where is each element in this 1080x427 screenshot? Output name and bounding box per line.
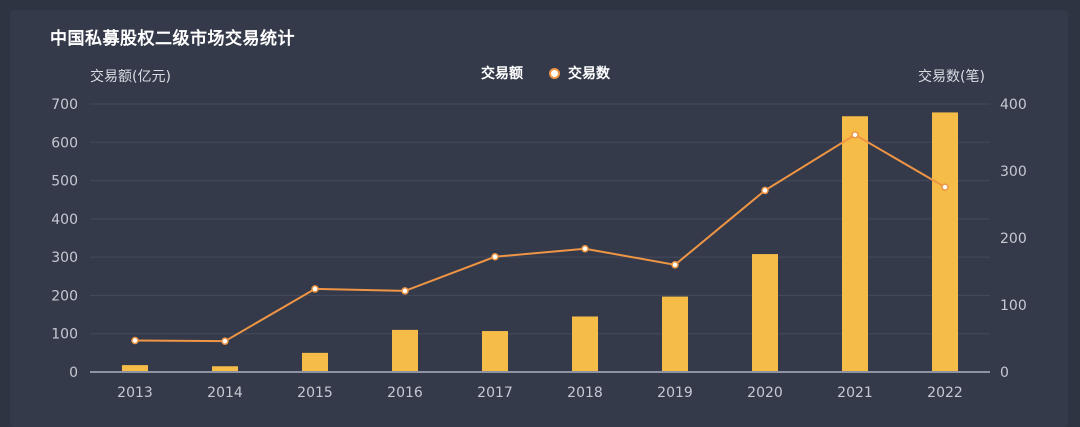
x-tick-label: 2022 xyxy=(927,385,963,401)
left-tick-label: 100 xyxy=(51,327,78,343)
left-axis-title: 交易额(亿元) xyxy=(90,69,171,85)
point-2022 xyxy=(941,183,949,191)
bar-2017 xyxy=(482,331,508,372)
line-series-count xyxy=(134,133,946,343)
x-tick-label: 2019 xyxy=(657,385,693,401)
x-tick-label: 2021 xyxy=(837,385,873,401)
point-2021 xyxy=(851,131,859,139)
bar-2022 xyxy=(932,112,958,373)
chart-title: 中国私募股权二级市场交易统计 xyxy=(50,29,295,49)
legend: 交易额 交易数 xyxy=(462,63,610,83)
x-tick-label: 2016 xyxy=(387,385,423,401)
bar-2018 xyxy=(572,316,598,372)
bar-2021 xyxy=(842,116,868,372)
bar-2020 xyxy=(752,254,778,372)
legend-label-count: 交易数 xyxy=(568,66,610,82)
point-2015 xyxy=(311,285,319,293)
right-tick-label: 400 xyxy=(1000,97,1027,113)
x-tick-label: 2018 xyxy=(567,385,603,401)
left-tick-label: 300 xyxy=(51,250,78,266)
legend-item-count[interactable]: 交易数 xyxy=(549,63,610,83)
right-tick-label: 200 xyxy=(1000,231,1027,247)
point-2016 xyxy=(401,287,409,295)
point-2013 xyxy=(131,336,139,345)
right-tick-label: 100 xyxy=(1000,298,1027,314)
x-tick-label: 2014 xyxy=(207,385,243,401)
bar-2015 xyxy=(302,352,328,372)
x-tick-label: 2017 xyxy=(477,385,513,401)
left-tick-label: 400 xyxy=(51,212,78,228)
legend-label-amount: 交易额 xyxy=(481,66,523,82)
point-2018 xyxy=(581,244,589,253)
right-axis-title: 交易数(笔) xyxy=(918,69,985,85)
point-2020 xyxy=(761,186,769,195)
left-tick-label: 200 xyxy=(51,288,78,304)
x-tick-label: 2013 xyxy=(117,385,153,401)
right-tick-label: 0 xyxy=(1000,365,1009,381)
point-2017 xyxy=(491,253,499,261)
bar-2014 xyxy=(212,366,238,372)
x-tick-label: 2015 xyxy=(297,385,333,401)
x-tick-label: 2020 xyxy=(747,385,783,401)
left-tick-label: 600 xyxy=(51,135,78,151)
point-2014 xyxy=(221,337,229,345)
bar-2019 xyxy=(662,296,688,372)
bar-2013 xyxy=(122,365,148,372)
point-2019 xyxy=(671,261,679,269)
bar-2016 xyxy=(392,329,418,372)
left-tick-label: 500 xyxy=(51,174,78,190)
line-marker-icon xyxy=(549,67,560,79)
legend-item-amount[interactable]: 交易额 xyxy=(462,63,523,83)
left-tick-label: 700 xyxy=(51,97,78,113)
left-tick-label: 0 xyxy=(69,365,78,381)
right-tick-label: 300 xyxy=(1000,164,1027,180)
